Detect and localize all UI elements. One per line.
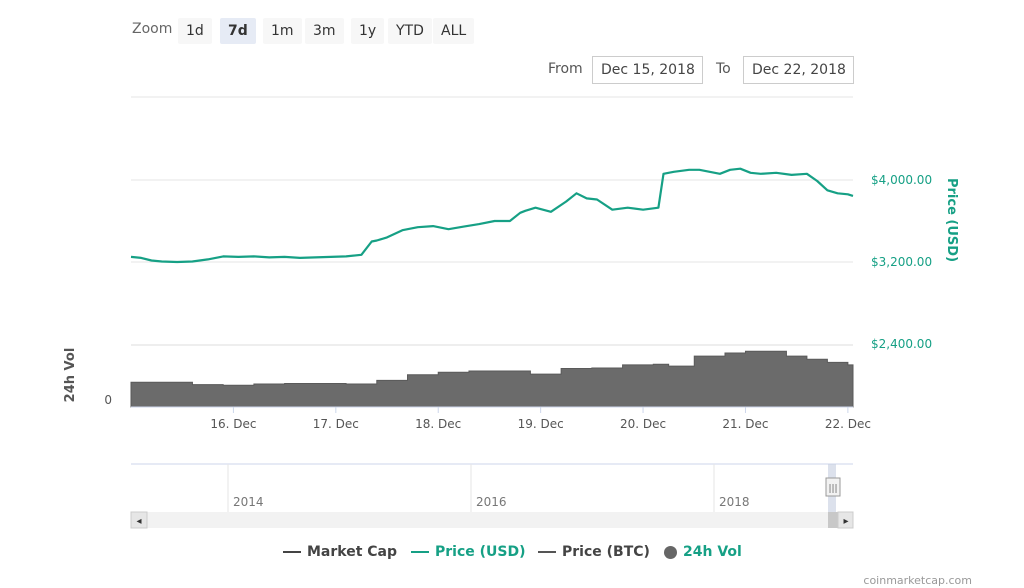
price-usd-line xyxy=(130,167,854,264)
volume-area xyxy=(130,350,854,408)
legend-price-usd-label: Price (USD) xyxy=(435,544,526,560)
zoom-all-button[interactable]: ALL xyxy=(433,18,475,44)
navigator-handle-grip: ||| xyxy=(828,484,837,494)
price-usd-swatch xyxy=(411,551,429,553)
zoom-1m-button[interactable]: 1m xyxy=(263,18,302,44)
x-tick-label: 20. Dec xyxy=(620,417,666,431)
x-tick-label: 19. Dec xyxy=(518,417,564,431)
scroll-left-arrow-icon: ◂ xyxy=(136,516,141,527)
zoom-3m-button[interactable]: 3m xyxy=(305,18,344,44)
legend-24h-vol[interactable]: 24h Vol xyxy=(664,544,742,560)
y-tick-label: $2,400.00 xyxy=(871,337,932,351)
zoom-7d-button[interactable]: 7d xyxy=(220,18,256,44)
scrollbar-thumb[interactable] xyxy=(828,512,838,528)
legend-price-btc[interactable]: Price (BTC) xyxy=(538,544,650,560)
zoom-1y-button[interactable]: 1y xyxy=(351,18,385,44)
legend-market-cap-label: Market Cap xyxy=(307,544,398,560)
to-label: To xyxy=(716,61,731,77)
navigator-handle[interactable] xyxy=(825,477,841,497)
scrollbar-right-button[interactable] xyxy=(837,511,854,529)
zoom-ytd-button[interactable]: YTD xyxy=(388,18,432,44)
navigator[interactable]: 2014 2016 2018 ||| ◂ ▸ xyxy=(130,463,854,529)
y-axis-title: Price (USD) xyxy=(944,178,959,262)
y-tick-label: $3,200.00 xyxy=(871,255,932,269)
from-label: From xyxy=(548,61,583,77)
legend-price-btc-label: Price (BTC) xyxy=(562,544,650,560)
scrollbar-track[interactable] xyxy=(131,512,853,528)
to-date-input[interactable] xyxy=(743,56,854,84)
scroll-right-arrow-icon: ▸ xyxy=(843,516,848,527)
navigator-label-2016: 2016 xyxy=(476,495,507,509)
x-tick-label: 22. Dec xyxy=(825,417,871,431)
legend-market-cap[interactable]: Market Cap xyxy=(283,544,397,560)
y-tick-label: $4,000.00 xyxy=(871,173,932,187)
zoom-label: Zoom xyxy=(132,21,173,37)
from-date-input[interactable] xyxy=(592,56,703,84)
volume-axis-title: 24h Vol xyxy=(63,348,78,403)
x-tick-label: 16. Dec xyxy=(210,417,256,431)
x-tick-label: 21. Dec xyxy=(722,417,768,431)
price-btc-swatch xyxy=(538,551,556,553)
scrollbar-left-button[interactable] xyxy=(130,511,148,529)
zoom-1d-button[interactable]: 1d xyxy=(178,18,212,44)
legend-24h-vol-label: 24h Vol xyxy=(683,544,742,560)
navigator-label-2014: 2014 xyxy=(233,495,264,509)
volume-dot-icon xyxy=(664,545,677,559)
x-tick-label: 17. Dec xyxy=(313,417,359,431)
credits: coinmarketcap.com xyxy=(863,574,972,587)
navigator-label-2018: 2018 xyxy=(719,495,750,509)
legend-price-usd[interactable]: Price (USD) xyxy=(411,544,526,560)
volume-axis-zero-tick: 0 xyxy=(104,393,112,407)
market-cap-swatch xyxy=(283,551,301,553)
x-tick-label: 18. Dec xyxy=(415,417,461,431)
